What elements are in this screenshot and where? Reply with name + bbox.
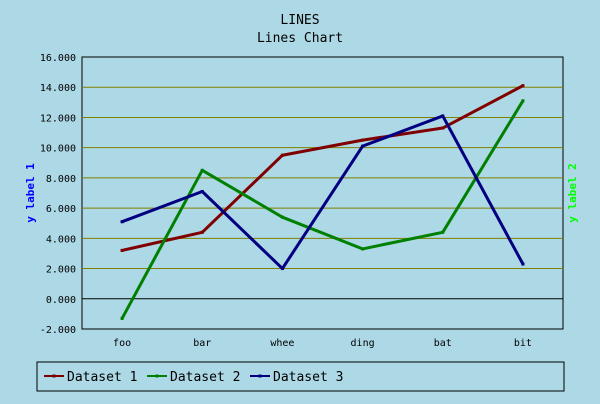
data-point — [441, 230, 445, 234]
legend-label: Dataset 2 — [170, 370, 240, 385]
series-line — [120, 84, 525, 252]
x-tick-label: bat — [434, 338, 452, 349]
data-point — [521, 84, 525, 88]
y-tick-label: 8.000 — [46, 174, 76, 185]
data-point — [521, 262, 525, 266]
data-point — [361, 247, 365, 251]
y-axis-label-left: y label 1 — [24, 163, 37, 223]
y-tick-labels: -2.000 0.000 2.000 4.000 6.000 8.000 10.000 12.… — [40, 53, 76, 336]
data-point — [441, 114, 445, 118]
data-point — [120, 248, 124, 252]
data-point — [280, 267, 284, 271]
legend-marker — [52, 374, 56, 378]
x-tick-label: ding — [351, 338, 375, 349]
x-tick-label: bar — [193, 338, 211, 349]
series-lines — [120, 84, 525, 320]
y-tick-label: 4.000 — [46, 234, 76, 245]
data-point — [280, 153, 284, 157]
legend-entries: Dataset 1 Dataset 2 Dataset 3 — [44, 370, 343, 385]
y-tick-label: 0.000 — [46, 295, 76, 306]
y-axis-label-right: y label 2 — [566, 163, 579, 223]
data-point — [200, 168, 204, 172]
y-tick-label: 2.000 — [46, 265, 76, 276]
data-point — [521, 99, 525, 103]
x-tick-label: whee — [270, 338, 294, 349]
plot-area — [81, 56, 564, 330]
legend: Dataset 1 Dataset 2 Dataset 3 — [36, 361, 565, 392]
y-tick-label: 6.000 — [46, 204, 76, 215]
x-tick-label: foo — [113, 338, 131, 349]
y-tick-label: 10.000 — [40, 144, 76, 155]
y-tick-label: -2.000 — [40, 325, 76, 336]
y-tick-label: 16.000 — [40, 53, 76, 64]
data-point — [361, 144, 365, 148]
data-point — [200, 230, 204, 234]
x-tick-labels: foo bar whee ding bat bit — [113, 338, 532, 349]
legend-marker — [258, 374, 262, 378]
legend-marker — [155, 374, 159, 378]
gridlines — [82, 86, 563, 300]
series-line — [120, 114, 525, 271]
data-point — [441, 126, 445, 130]
legend-label: Dataset 3 — [273, 370, 343, 385]
data-point — [361, 138, 365, 142]
data-point — [120, 316, 124, 320]
legend-box — [36, 361, 565, 392]
chart-subtitle: Lines Chart — [257, 31, 343, 46]
x-tick-label: bit — [514, 338, 532, 349]
data-point — [120, 220, 124, 224]
data-point — [280, 215, 284, 219]
y-tick-label: 12.000 — [40, 113, 76, 124]
chart-title: LINES — [280, 13, 319, 28]
data-point — [200, 189, 204, 193]
legend-label: Dataset 1 — [67, 370, 137, 385]
y-tick-label: 14.000 — [40, 83, 76, 94]
